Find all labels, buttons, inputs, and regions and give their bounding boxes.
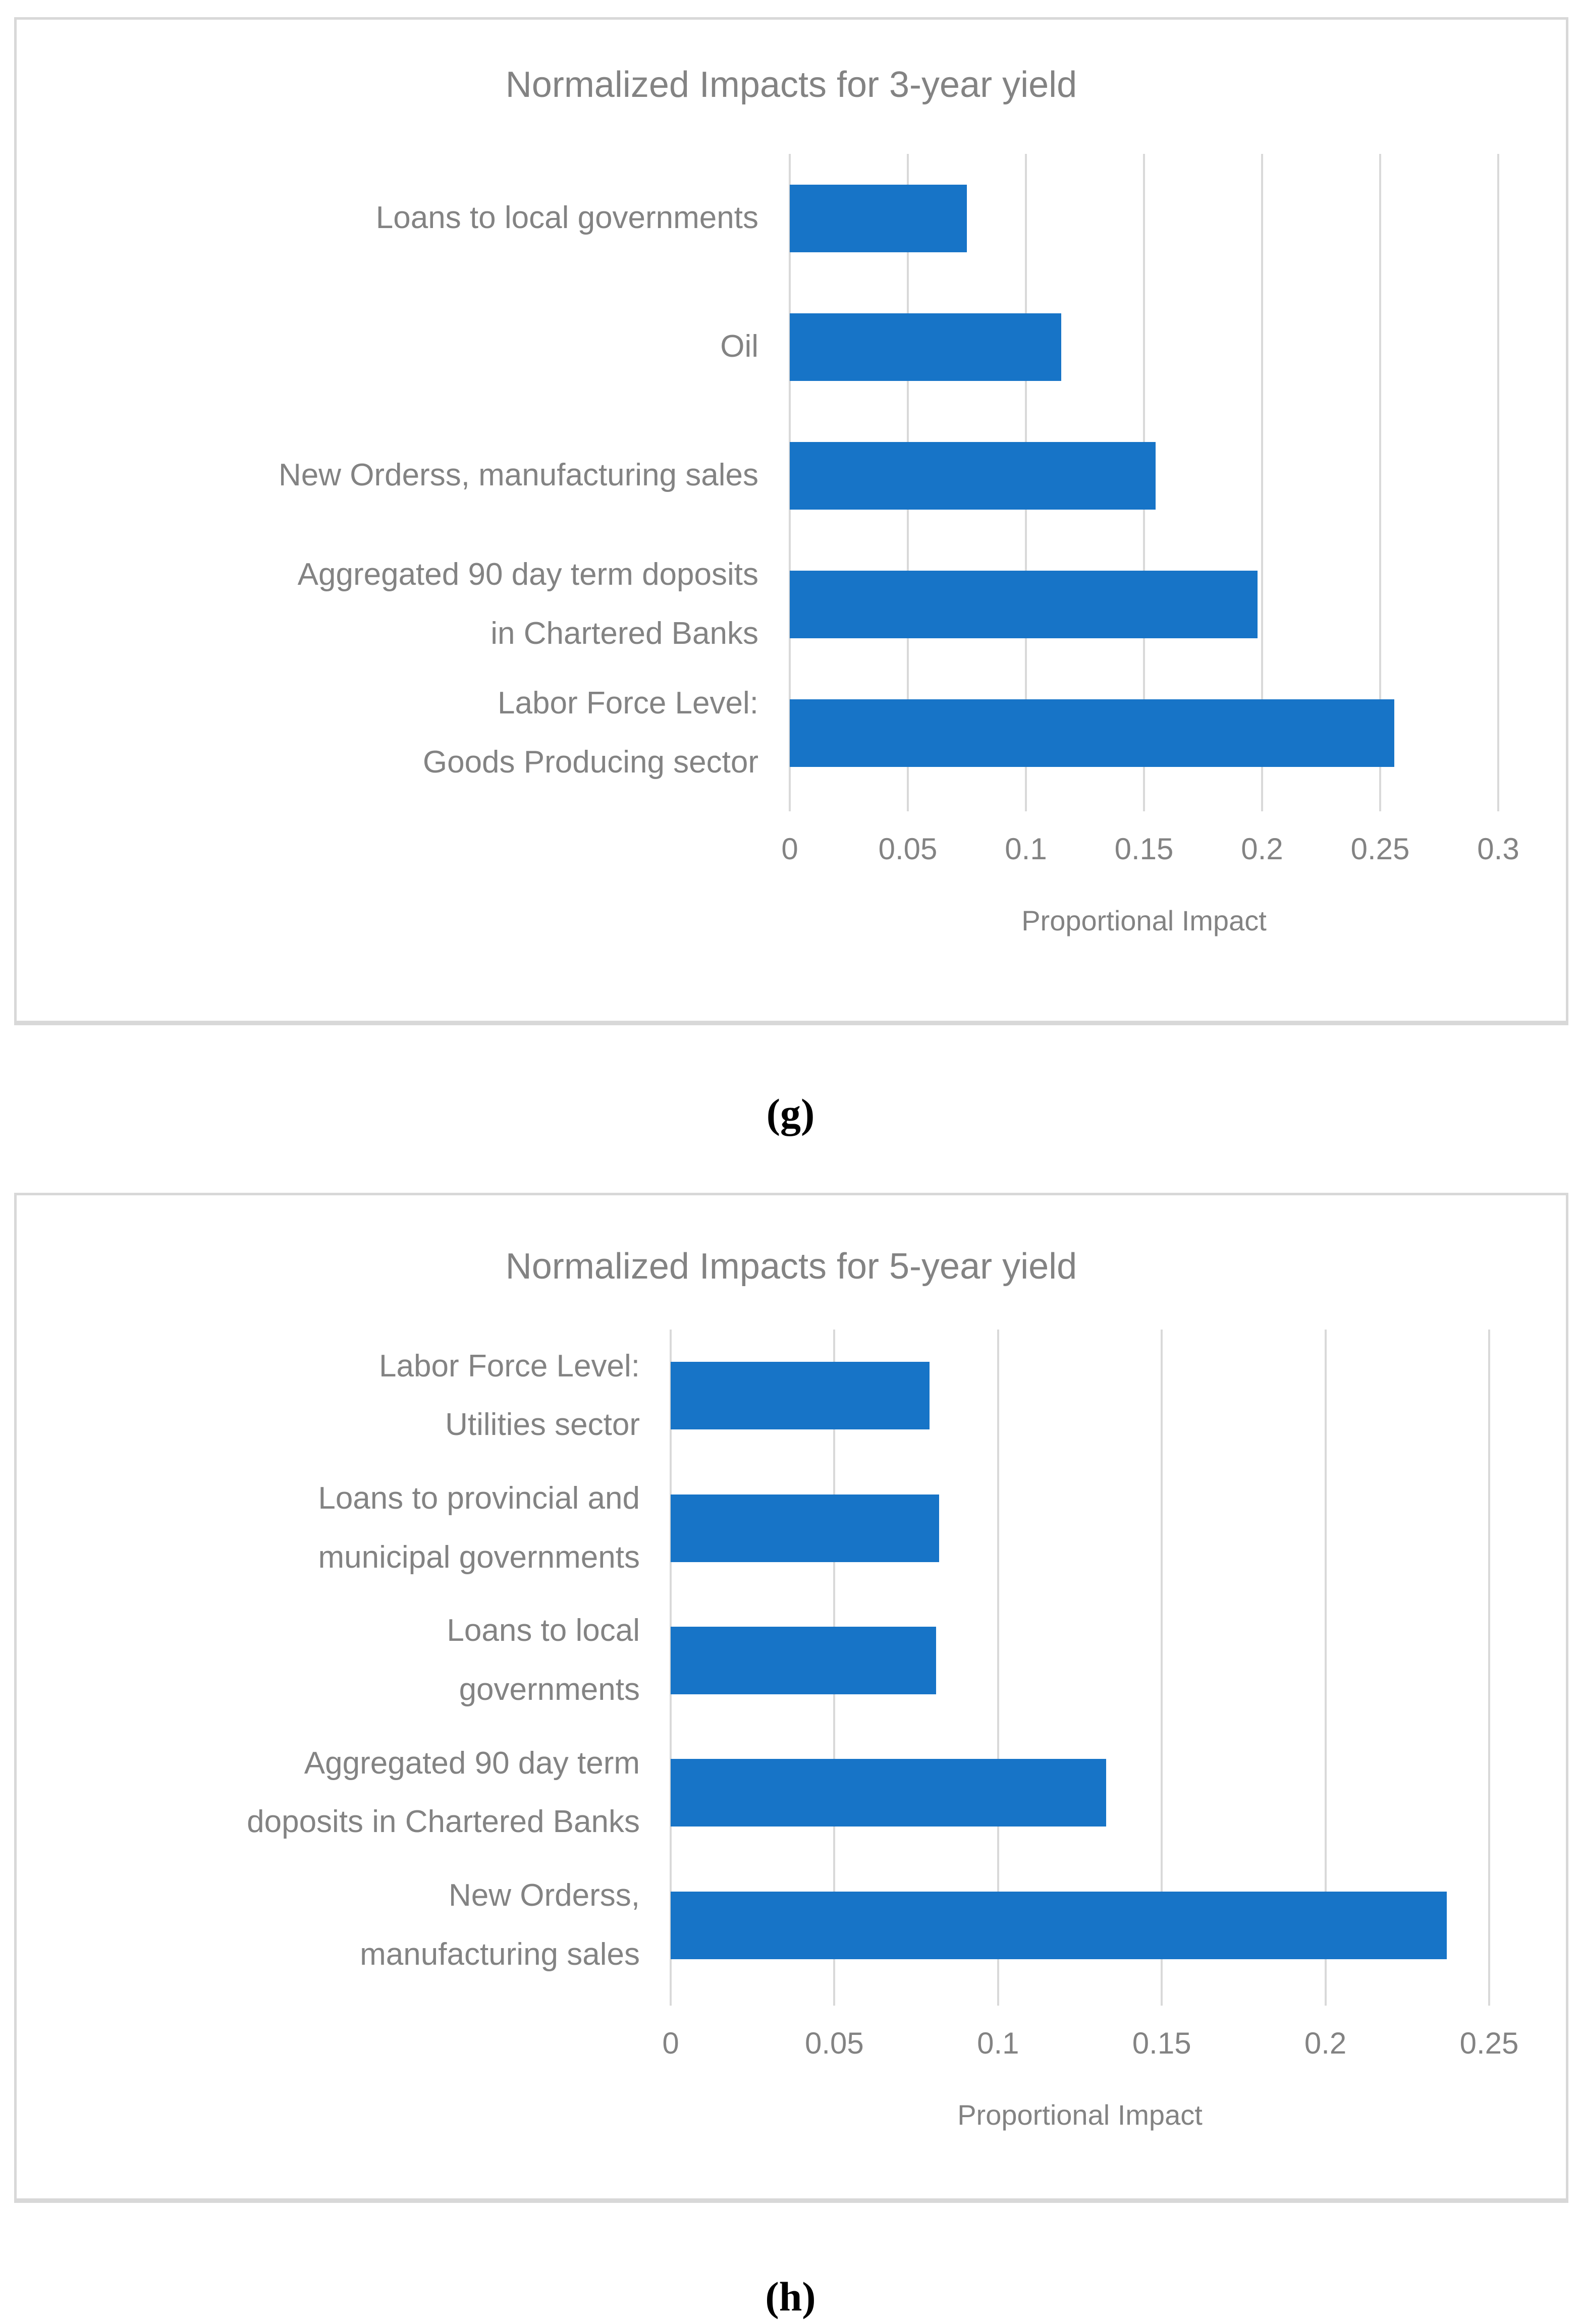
- x-tick-label: 0.25: [1459, 2026, 1519, 2060]
- gridline: [1161, 1330, 1163, 2006]
- figure-caption-g: (g): [766, 1090, 815, 1136]
- bar: [671, 1362, 930, 1430]
- category-axis-labels: Loans to local governments Oil New Orderss…: [37, 154, 758, 797]
- figure-caption-h: (h): [765, 2274, 816, 2319]
- bar: [671, 1626, 936, 1694]
- bar: [671, 1759, 1106, 1827]
- gridline: [1497, 154, 1499, 811]
- bar: [671, 1891, 1447, 1959]
- plot-area: 0 0.05 0.1 0.15 0.2 0.25 Proportional Impact: [662, 1330, 1518, 2131]
- chart-card-3-year-yield: Normalized Impacts for 3-year yield Loan…: [14, 17, 1568, 1025]
- x-tick-label: 0.15: [1114, 832, 1174, 866]
- x-axis-title: Proportional Impact: [957, 2099, 1203, 2131]
- bar-row: [790, 669, 1498, 797]
- bar-row: [671, 1727, 1489, 1859]
- category-label: Loans to local governments: [447, 1613, 640, 1707]
- category-label: Loans to provincial and municipal govern…: [318, 1481, 640, 1575]
- gridline: [1488, 1330, 1490, 2006]
- gridline: [1379, 154, 1381, 811]
- bar-row: [671, 1594, 1489, 1727]
- bar: [790, 570, 1258, 638]
- x-tick-label: 0: [662, 2026, 679, 2060]
- gridline: [997, 1330, 999, 2006]
- x-axis-title: Proportional Impact: [1021, 905, 1267, 936]
- x-tick-label: 0.3: [1477, 832, 1519, 866]
- category-label: Aggregated 90 day term doposits in Chart…: [247, 1745, 640, 1840]
- x-tick-label: 0.1: [977, 2026, 1019, 2060]
- gridline: [1261, 154, 1263, 811]
- plot-area: 0 0.05 0.1 0.15 0.2 0.25 0.3 Proportional Impac…: [781, 154, 1519, 936]
- category-label: New Orderss, manufacturing sales: [360, 1878, 640, 1972]
- bar-row: [671, 1462, 1489, 1594]
- x-tick-label: 0: [781, 832, 798, 866]
- bar: [790, 699, 1395, 767]
- category-label: Oil: [720, 329, 758, 364]
- category-label: Aggregated 90 day term doposits in Chart…: [297, 557, 758, 651]
- bar-row: [790, 283, 1498, 411]
- category-label: Loans to local governments: [375, 200, 758, 236]
- chart-title: Normalized Impacts for 3-year yield: [505, 65, 1077, 105]
- category-label: Labor Force Level: Goods Producing secto…: [422, 685, 758, 780]
- bar: [790, 441, 1156, 510]
- x-tick-label: 0.1: [1005, 832, 1047, 866]
- x-tick-label: 0.2: [1304, 2026, 1347, 2060]
- bar-row: [790, 540, 1498, 669]
- x-tick-label: 0.2: [1241, 832, 1283, 866]
- x-tick-label: 0.05: [805, 2026, 864, 2060]
- x-tick-label: 0.05: [878, 832, 938, 866]
- x-tick-label: 0.15: [1132, 2026, 1191, 2060]
- category-label: New Orderss, manufacturing sales: [278, 458, 758, 493]
- bar: [790, 184, 967, 252]
- bar-row: [790, 154, 1498, 283]
- x-tick-label: 0.25: [1350, 832, 1410, 866]
- chart-card-5-year-yield: Normalized Impacts for 5-year yield Labo…: [14, 1193, 1568, 2203]
- category-label: Labor Force Level: Utilities sector: [379, 1348, 640, 1443]
- chart-title: Normalized Impacts for 5-year yield: [505, 1246, 1077, 1287]
- bar: [790, 313, 1062, 381]
- bar-row: [671, 1330, 1489, 1462]
- category-axis-labels: Labor Force Level: Utilities sector Loans…: [37, 1330, 640, 1991]
- bar: [671, 1494, 940, 1562]
- bar-row: [790, 411, 1498, 540]
- gridline: [1324, 1330, 1327, 2006]
- bar-row: [671, 1859, 1489, 1991]
